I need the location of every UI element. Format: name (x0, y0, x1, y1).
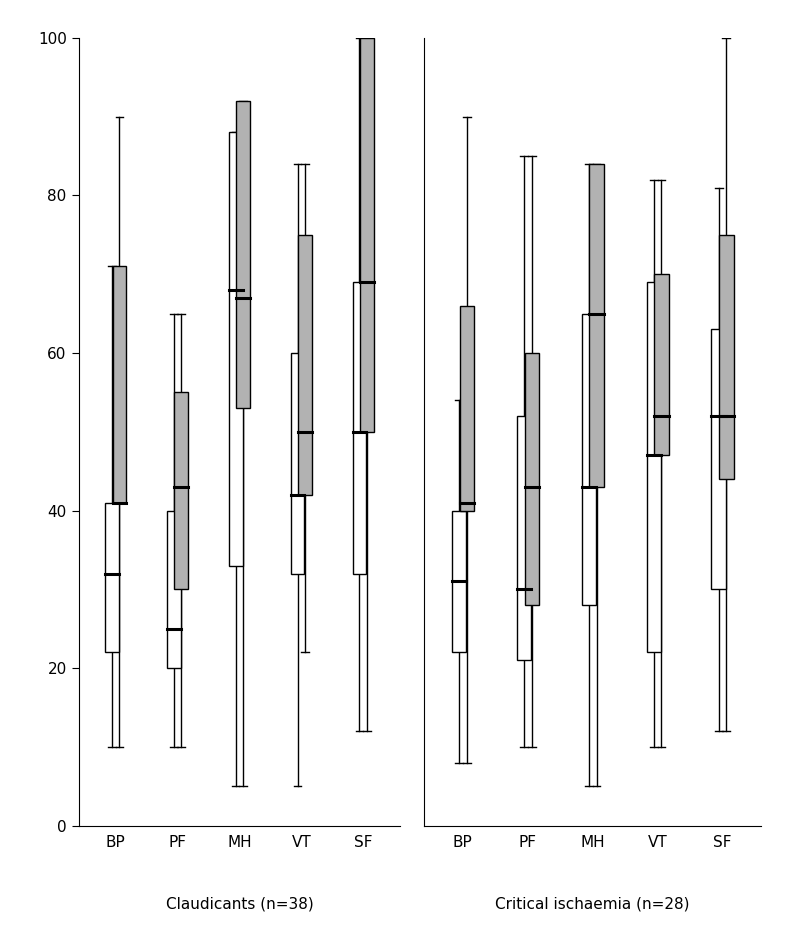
Bar (719, 235, 733, 479)
Bar (647, 282, 661, 652)
Bar (236, 101, 250, 408)
Bar (590, 164, 604, 487)
Bar (452, 511, 466, 652)
Bar (105, 503, 119, 652)
Bar (352, 282, 367, 573)
Bar (298, 235, 312, 494)
Bar (459, 306, 474, 511)
Bar (360, 38, 374, 432)
Text: Claudicants (n=38): Claudicants (n=38) (166, 897, 313, 912)
Bar (174, 393, 188, 589)
Bar (524, 353, 539, 605)
Bar (582, 313, 596, 605)
Text: Critical ischaemia (n=28): Critical ischaemia (n=28) (495, 897, 690, 912)
Bar (517, 416, 531, 661)
Bar (655, 274, 669, 456)
Bar (229, 133, 243, 566)
Bar (290, 353, 305, 573)
Bar (167, 511, 181, 668)
Bar (112, 267, 126, 503)
Bar (711, 329, 726, 589)
